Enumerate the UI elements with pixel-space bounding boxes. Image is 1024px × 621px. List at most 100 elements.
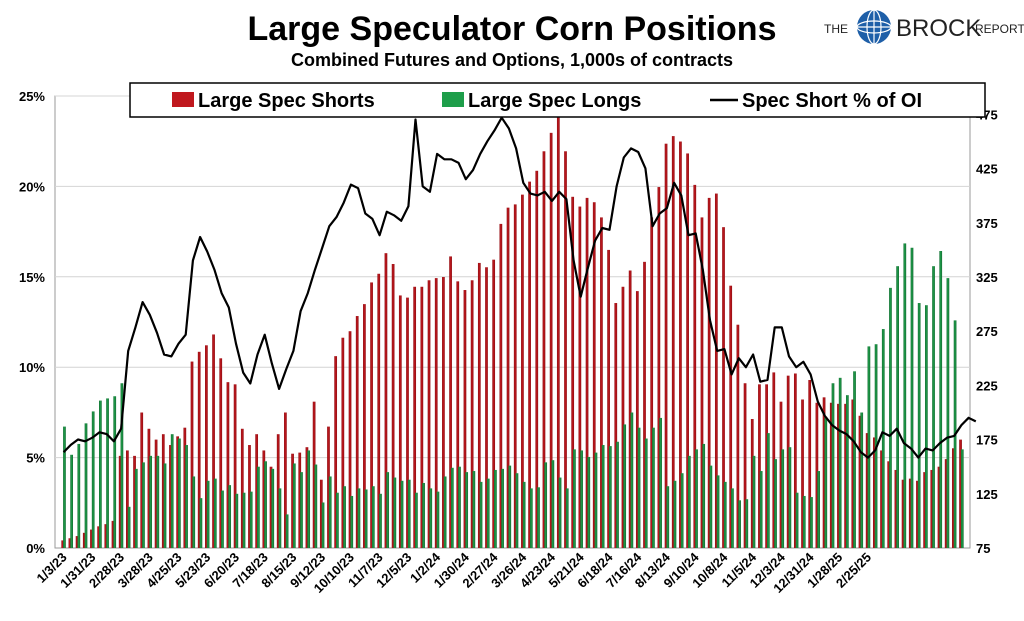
long-bar [795,492,799,548]
short-bar [284,412,287,548]
globe-icon [856,9,892,45]
short-bar [255,434,259,548]
left-tick-label: 0% [26,541,45,556]
long-bar [199,498,203,548]
short-bar [585,197,589,548]
long-bar [723,481,727,548]
short-bar [930,469,934,548]
long-bar [235,493,239,548]
long-bar [896,266,899,548]
long-bar [558,477,562,548]
short-bar [786,375,790,548]
long-bar [594,452,598,548]
left-tick-label: 10% [19,360,45,375]
short-bar [916,480,919,548]
long-bar [529,488,533,548]
long-bar [379,493,382,548]
bars [61,116,964,549]
brock-report-logo: THE BROCK REPORT [824,9,1024,45]
short-bar [75,536,79,548]
short-bar [219,358,223,548]
long-bar [644,438,648,548]
short-bar [779,401,783,548]
right-tick-label: 225 [976,378,998,393]
long-bar [91,411,95,548]
short-bar [822,397,826,548]
short-bar [772,372,776,548]
long-bar [386,472,390,548]
long-bar [960,449,964,548]
short-bar [722,227,725,548]
short-bar [815,402,819,548]
long-bar [673,480,677,548]
long-bar [802,495,806,548]
short-bar [872,437,876,548]
short-bar [607,249,610,549]
long-bar [364,489,368,548]
long-bar [357,488,361,548]
left-tick-label: 15% [19,270,45,285]
short-bar [276,434,280,548]
short-bar [212,334,215,548]
short-bar [758,384,761,548]
long-bar [336,492,339,548]
chart-title: Large Speculator Corn Positions [248,10,777,48]
long-bar [206,480,210,548]
long-bar [407,479,411,548]
long-bar [544,462,548,548]
short-bar [578,206,582,548]
long-bar [113,396,117,548]
long-bar [278,488,282,548]
right-tick-label: 125 [976,487,998,502]
short-bar [944,459,948,548]
short-bar [463,290,467,548]
legend-label-longs: Large Spec Longs [468,90,641,112]
right-tick-label: 275 [976,324,998,339]
short-bar [269,466,273,548]
short-bar [542,151,546,548]
long-bar [745,499,749,548]
logo-name-text: BROCK [896,15,981,42]
long-bar [343,486,346,548]
long-bar [99,400,102,548]
long-bar [264,461,267,548]
short-bar [923,472,926,548]
long-bar [659,417,662,548]
short-bar [671,136,675,548]
long-bar [853,371,856,548]
short-bar [628,270,632,548]
long-bar [300,472,303,548]
short-bar [334,356,338,548]
short-bar [564,151,567,548]
long-bar [479,481,483,548]
left-tick-label: 5% [26,451,45,466]
short-bar [248,445,251,548]
long-bar [838,377,842,548]
short-bar [528,181,531,549]
long-bar [695,449,698,548]
short-bar [635,291,639,548]
short-bar [750,419,754,548]
long-bar [257,466,260,548]
long-bar [637,427,641,548]
long-bar [702,443,706,548]
short-bar [355,316,359,548]
long-bar [565,488,569,548]
short-bar [959,439,962,548]
short-bar [398,295,402,548]
long-bar [709,465,713,548]
long-bar [249,491,253,548]
short-bar [434,278,438,548]
right-tick-label: 325 [976,270,998,285]
long-bar [587,456,591,548]
long-bar [522,481,526,548]
long-bar [307,450,311,548]
short-bar [384,253,388,548]
short-bar [68,538,72,548]
long-bar [185,445,188,548]
short-bar [506,207,510,548]
short-bar [413,286,417,548]
long-bar [946,278,950,548]
long-bar [127,506,131,548]
